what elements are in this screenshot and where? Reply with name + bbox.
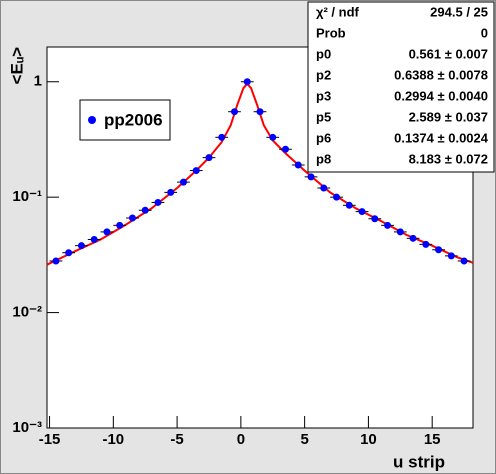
data-point [65, 249, 73, 257]
data-point [192, 167, 200, 175]
stats-value: 0 [481, 25, 488, 40]
data-point [396, 228, 404, 236]
stats-value: 8.183 ± 0.072 [409, 151, 488, 166]
stats-name: p6 [316, 130, 331, 145]
data-point [384, 221, 392, 229]
stats-value: 0.6388 ± 0.0078 [394, 67, 488, 82]
stats-value: 0.1374 ± 0.0024 [394, 130, 489, 145]
data-point [218, 133, 226, 141]
x-tick-label: 5 [300, 431, 308, 448]
x-tick-label: -5 [170, 431, 183, 448]
data-point [77, 242, 85, 250]
data-point [103, 228, 111, 236]
data-point [435, 246, 443, 254]
data-point [409, 234, 417, 242]
data-point [345, 201, 353, 209]
stats-value: 2.589 ± 0.037 [409, 109, 488, 124]
legend-label: pp2006 [104, 110, 163, 129]
y-tick-label: 10⁻³ [12, 419, 42, 436]
data-point [294, 161, 302, 169]
y-tick-label: 10⁻¹ [12, 188, 42, 205]
data-point [282, 145, 290, 153]
data-point [90, 235, 98, 243]
data-point [116, 221, 124, 229]
data-point [256, 108, 264, 116]
stats-box [307, 1, 495, 173]
stats-value: 0.561 ± 0.007 [409, 46, 488, 61]
data-point [307, 173, 315, 181]
legend-marker [88, 116, 96, 124]
data-point [320, 184, 328, 192]
data-point [243, 78, 251, 86]
data-point [422, 240, 430, 248]
data-point [358, 208, 366, 216]
stats-value: 0.2994 ± 0.0040 [394, 88, 488, 103]
data-point [371, 215, 379, 223]
x-axis-label: u strip [393, 452, 445, 471]
y-tick-label: 1 [34, 73, 42, 90]
stats-name: Prob [316, 25, 346, 40]
stats-name: p3 [316, 88, 331, 103]
data-point [333, 193, 341, 201]
data-point [141, 206, 149, 214]
stats-name: p5 [316, 109, 331, 124]
stats-name: p8 [316, 151, 331, 166]
stats-value: 294.5 / 25 [430, 4, 488, 19]
x-tick-label: 0 [237, 431, 245, 448]
data-point [52, 257, 60, 265]
y-axis-label: <Eᵤ> [7, 47, 26, 85]
x-tick-label: -15 [39, 431, 61, 448]
data-point [179, 178, 187, 186]
stats-name: p0 [316, 46, 331, 61]
data-point [447, 252, 455, 260]
y-tick-label: 10⁻² [12, 304, 42, 321]
x-tick-label: 10 [360, 431, 377, 448]
x-tick-label: 15 [424, 431, 441, 448]
data-point [128, 214, 136, 222]
x-tick-label: -10 [102, 431, 124, 448]
stats-name: χ² / ndf [316, 4, 360, 19]
data-point [167, 188, 175, 196]
stats-name: p2 [316, 67, 331, 82]
data-point [230, 108, 238, 116]
data-point [269, 133, 277, 141]
data-point [460, 257, 468, 265]
data-point [205, 154, 213, 162]
data-point [154, 198, 162, 206]
